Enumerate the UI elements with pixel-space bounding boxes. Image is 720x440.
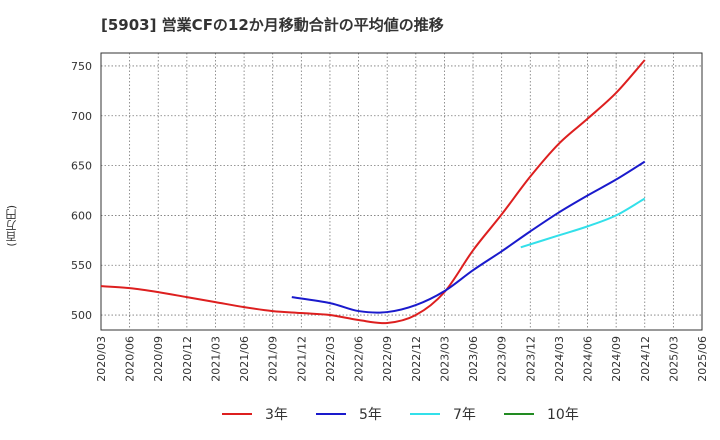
legend-label: 7年: [453, 407, 476, 423]
x-tick-label: 2022/03: [324, 336, 337, 382]
x-tick-label: 2023/03: [438, 336, 451, 382]
y-tick-label: 500: [71, 309, 92, 322]
x-tick-labels: 2020/03 2020/06 2020/09 2020/12 2021/03 2021/…: [95, 336, 709, 382]
y-tick-label: 650: [71, 160, 92, 173]
x-tick-label: 2024/12: [639, 336, 652, 382]
y-tick-label: 600: [71, 209, 92, 222]
x-tick-label: 2023/09: [496, 336, 509, 382]
series-line-3年: [100, 59, 646, 325]
x-tick-label: 2020/06: [124, 336, 137, 382]
x-tick-label: 2022/09: [381, 336, 394, 382]
grid: [100, 53, 703, 330]
x-tick-label: 2020/09: [152, 336, 165, 382]
series-line-5年: [291, 160, 646, 314]
series-line-7年: [520, 197, 646, 249]
x-tick-label: 2025/06: [696, 336, 709, 382]
x-tick-label: 2023/12: [524, 336, 537, 382]
legend: 3年 5年 7年 10年: [222, 407, 579, 423]
x-tick-label: 2022/12: [410, 336, 423, 382]
x-tick-label: 2021/12: [295, 336, 308, 382]
x-tick-label: 2024/03: [553, 336, 566, 382]
x-tick-label: 2023/06: [467, 336, 480, 382]
y-tick-labels: 500 550 600 650 700 750: [71, 60, 92, 322]
x-tick-label: 2022/06: [353, 336, 366, 382]
x-tick-label: 2025/03: [667, 336, 680, 382]
legend-label: 5年: [359, 407, 382, 423]
x-tick-label: 2021/06: [238, 336, 251, 382]
legend-label: 3年: [265, 407, 288, 423]
x-tick-label: 2021/03: [209, 336, 222, 382]
x-tick-label: 2020/03: [95, 336, 108, 382]
y-tick-label: 550: [71, 259, 92, 272]
x-tick-label: 2024/09: [610, 336, 623, 382]
series-lines: [100, 59, 646, 325]
chart-title: [5903] 営業CFの12か月移動合計の平均値の推移: [101, 16, 444, 34]
plot-area-frame: [100, 52, 703, 331]
x-tick-label: 2024/06: [582, 336, 595, 382]
legend-label: 10年: [547, 407, 579, 423]
y-tick-label: 700: [71, 110, 92, 123]
x-tick-label: 2021/09: [267, 336, 280, 382]
x-tick-label: 2020/12: [181, 336, 194, 382]
y-tick-label: 750: [71, 60, 92, 73]
